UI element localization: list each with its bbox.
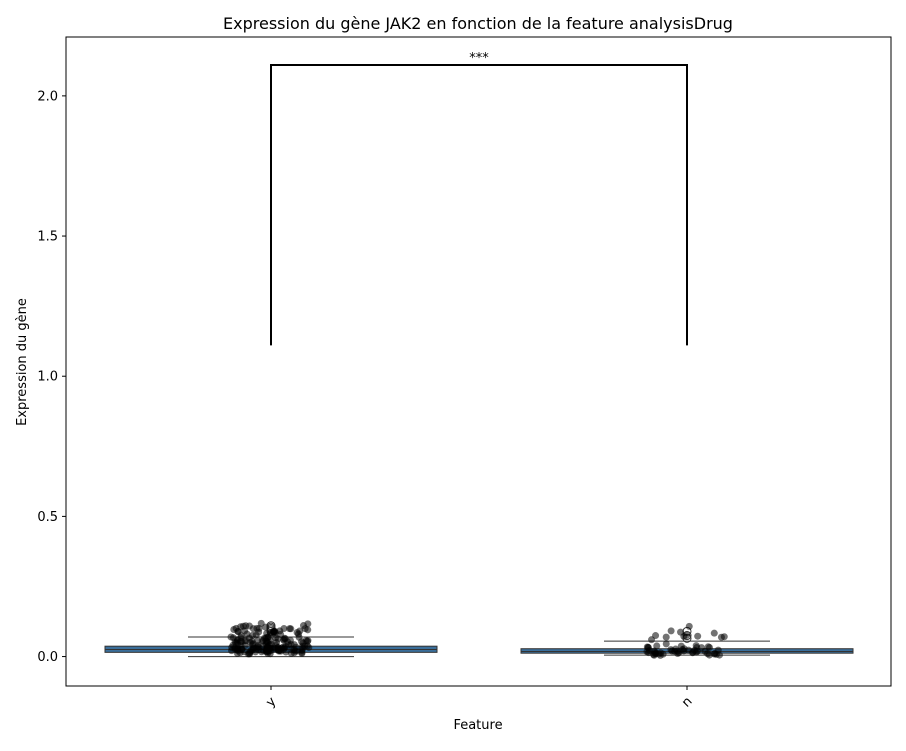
data-point [243, 630, 251, 638]
x-axis-label: Feature [453, 718, 502, 733]
x-tick-label: n [679, 694, 695, 710]
data-point [652, 632, 660, 640]
data-point [662, 640, 670, 648]
y-tick-label: 2.0 [37, 89, 58, 104]
data-point [232, 639, 240, 647]
data-point [293, 628, 301, 636]
data-point [298, 647, 306, 655]
y-tick-label: 0.0 [37, 650, 58, 665]
significance-bracket [270, 64, 688, 346]
data-point [238, 645, 246, 653]
data-point [304, 626, 312, 634]
data-point [246, 638, 254, 646]
data-point [286, 625, 294, 633]
data-point [712, 650, 720, 658]
data-point [677, 642, 685, 650]
data-point [304, 620, 312, 628]
y-tick-label: 0.5 [37, 510, 58, 525]
y-axis-label: Expression du gène [15, 298, 30, 426]
data-point [255, 628, 263, 636]
data-point [685, 622, 693, 630]
data-point [677, 628, 685, 636]
data-point [277, 630, 285, 638]
plot-area-frame [65, 36, 892, 687]
y-tick-label: 1.0 [37, 370, 58, 385]
data-point [710, 629, 718, 637]
significance-label: *** [469, 51, 489, 66]
data-point [685, 646, 693, 654]
data-point [264, 633, 272, 641]
data-point [262, 623, 270, 631]
data-point [657, 649, 665, 657]
data-point [704, 643, 712, 651]
data-point [255, 643, 263, 651]
data-point [693, 643, 701, 651]
data-point [287, 649, 295, 657]
data-point [245, 622, 253, 630]
y-tick-label: 1.5 [37, 230, 58, 245]
data-point [694, 632, 702, 640]
y-axis-ticks: 0.0 0.5 1.0 1.5 2.0 [37, 89, 66, 665]
data-point [667, 627, 675, 635]
chart-title: Expression du gène JAK2 en fonction de l… [223, 14, 733, 33]
data-point [237, 634, 245, 642]
data-point [254, 637, 262, 645]
data-point [234, 627, 242, 635]
data-point [227, 633, 235, 641]
data-point [662, 633, 670, 641]
data-point [247, 646, 255, 654]
data-point [717, 633, 725, 641]
data-point [281, 635, 289, 643]
data-point [673, 647, 681, 655]
chart-marks: *** [104, 51, 854, 659]
data-point [292, 643, 300, 651]
data-point [650, 647, 658, 655]
data-point [304, 637, 312, 645]
data-point [269, 627, 277, 635]
x-tick-label: y [263, 694, 279, 710]
data-point [643, 643, 651, 651]
data-point [231, 645, 239, 653]
